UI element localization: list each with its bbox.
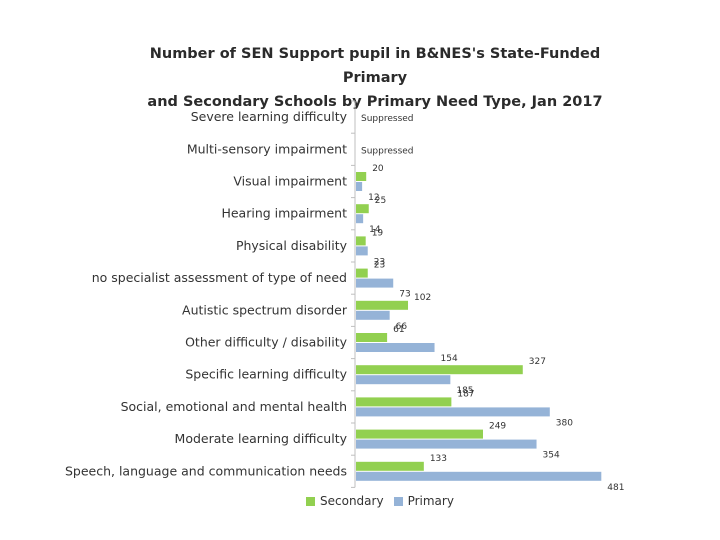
- category-label-multi-sensory-impairment: Multi-sensory impairment: [187, 141, 347, 156]
- bar-secondary-social-emotional-and-mental-health: [356, 397, 452, 407]
- bar-secondary-visual-impairment: [356, 172, 367, 181]
- category-label-moderate-learning-difficulty: Moderate learning difficulty: [175, 431, 348, 446]
- bar-secondary-autistic-spectrum-disorder: [356, 300, 409, 310]
- data-label-secondary-other-difficulty-disability: 61: [393, 325, 404, 335]
- category-label-severe-learning-difficulty: Severe learning difficulty: [191, 109, 348, 124]
- data-label-secondary-specific-learning-difficulty: 327: [529, 357, 546, 367]
- chart-title-line-1: Number of SEN Support pupil in B&NES's S…: [149, 46, 601, 86]
- bar-primary-specific-learning-difficulty: [356, 375, 451, 385]
- category-label-specific-learning-difficulty: Specific learning difficulty: [185, 367, 347, 382]
- bar-secondary-no-specialist-assessment-of-type-of-need: [356, 268, 368, 278]
- bar-secondary-physical-disability: [356, 236, 366, 246]
- data-label-secondary-speech-language-and-communication-needs: 133: [430, 454, 447, 464]
- category-label-social-emotional-and-mental-health: Social, emotional and mental health: [121, 399, 347, 414]
- data-label-primary-hearing-impairment: 14: [369, 225, 381, 235]
- legend-label-primary: Primary: [407, 494, 454, 508]
- legend-label-secondary: Secondary: [320, 494, 384, 508]
- category-label-other-difficulty-disability: Other difficulty / disability: [185, 335, 348, 350]
- data-label-secondary-multi-sensory-impairment: Suppressed: [361, 146, 414, 156]
- category-label-no-specialist-assessment-of-type-of-need: no specialist assessment of type of need: [92, 270, 347, 285]
- data-label-primary-no-specialist-assessment-of-type-of-need: 73: [399, 290, 410, 300]
- category-label-physical-disability: Physical disability: [236, 238, 348, 253]
- bar-primary-moderate-learning-difficulty: [356, 439, 537, 449]
- data-label-secondary-physical-disability: 19: [372, 228, 384, 238]
- data-label-secondary-no-specialist-assessment-of-type-of-need: 23: [374, 261, 385, 271]
- bar-secondary-other-difficulty-disability: [356, 333, 388, 342]
- category-label-visual-impairment: Visual impairment: [233, 174, 347, 189]
- bar-secondary-speech-language-and-communication-needs: [356, 461, 424, 471]
- bar-secondary-specific-learning-difficulty: [356, 365, 523, 375]
- data-label-primary-moderate-learning-difficulty: 354: [543, 451, 560, 461]
- bar-primary-autistic-spectrum-disorder: [356, 310, 390, 320]
- data-label-primary-autistic-spectrum-disorder: 66: [396, 322, 408, 332]
- data-label-secondary-visual-impairment: 20: [372, 164, 384, 174]
- chart-title-line-2: and Secondary Schools by Primary Need Ty…: [147, 94, 603, 110]
- bar-primary-visual-impairment: [356, 182, 363, 191]
- data-label-secondary-severe-learning-difficulty: Suppressed: [361, 114, 414, 124]
- data-label-primary-physical-disability: 23: [374, 257, 385, 267]
- data-label-secondary-autistic-spectrum-disorder: 102: [414, 293, 431, 303]
- category-label-autistic-spectrum-disorder: Autistic spectrum disorder: [182, 302, 348, 317]
- bar-primary-hearing-impairment: [356, 214, 364, 224]
- bar-primary-physical-disability: [356, 246, 368, 256]
- data-label-primary-speech-language-and-communication-needs: 481: [607, 483, 624, 493]
- bar-secondary-hearing-impairment: [356, 204, 369, 214]
- data-label-secondary-social-emotional-and-mental-health: 187: [457, 389, 474, 399]
- bar-primary-speech-language-and-communication-needs: [356, 471, 602, 481]
- bar-secondary-moderate-learning-difficulty: [356, 429, 483, 439]
- data-label-primary-visual-impairment: 12: [368, 193, 379, 203]
- chart-title: Number of SEN Support pupil in B&NES's S…: [140, 42, 610, 114]
- category-label-hearing-impairment: Hearing impairment: [221, 206, 347, 221]
- bar-primary-no-specialist-assessment-of-type-of-need: [356, 278, 394, 288]
- category-label-speech-language-and-communication-needs: Speech, language and communication needs: [65, 463, 347, 478]
- data-label-secondary-moderate-learning-difficulty: 249: [489, 422, 506, 432]
- legend-item-primary: Primary: [393, 494, 454, 508]
- chart-legend: Secondary Primary: [306, 494, 454, 508]
- data-label-secondary-hearing-impairment: 25: [375, 196, 386, 206]
- legend-swatch-primary: [393, 496, 403, 506]
- legend-item-secondary: Secondary: [306, 494, 384, 508]
- data-label-primary-other-difficulty-disability: 154: [441, 354, 458, 364]
- data-label-primary-social-emotional-and-mental-health: 380: [556, 418, 573, 428]
- bar-primary-social-emotional-and-mental-health: [356, 407, 550, 417]
- data-label-primary-specific-learning-difficulty: 185: [456, 386, 473, 396]
- legend-swatch-secondary: [306, 496, 315, 506]
- bar-primary-other-difficulty-disability: [356, 343, 435, 352]
